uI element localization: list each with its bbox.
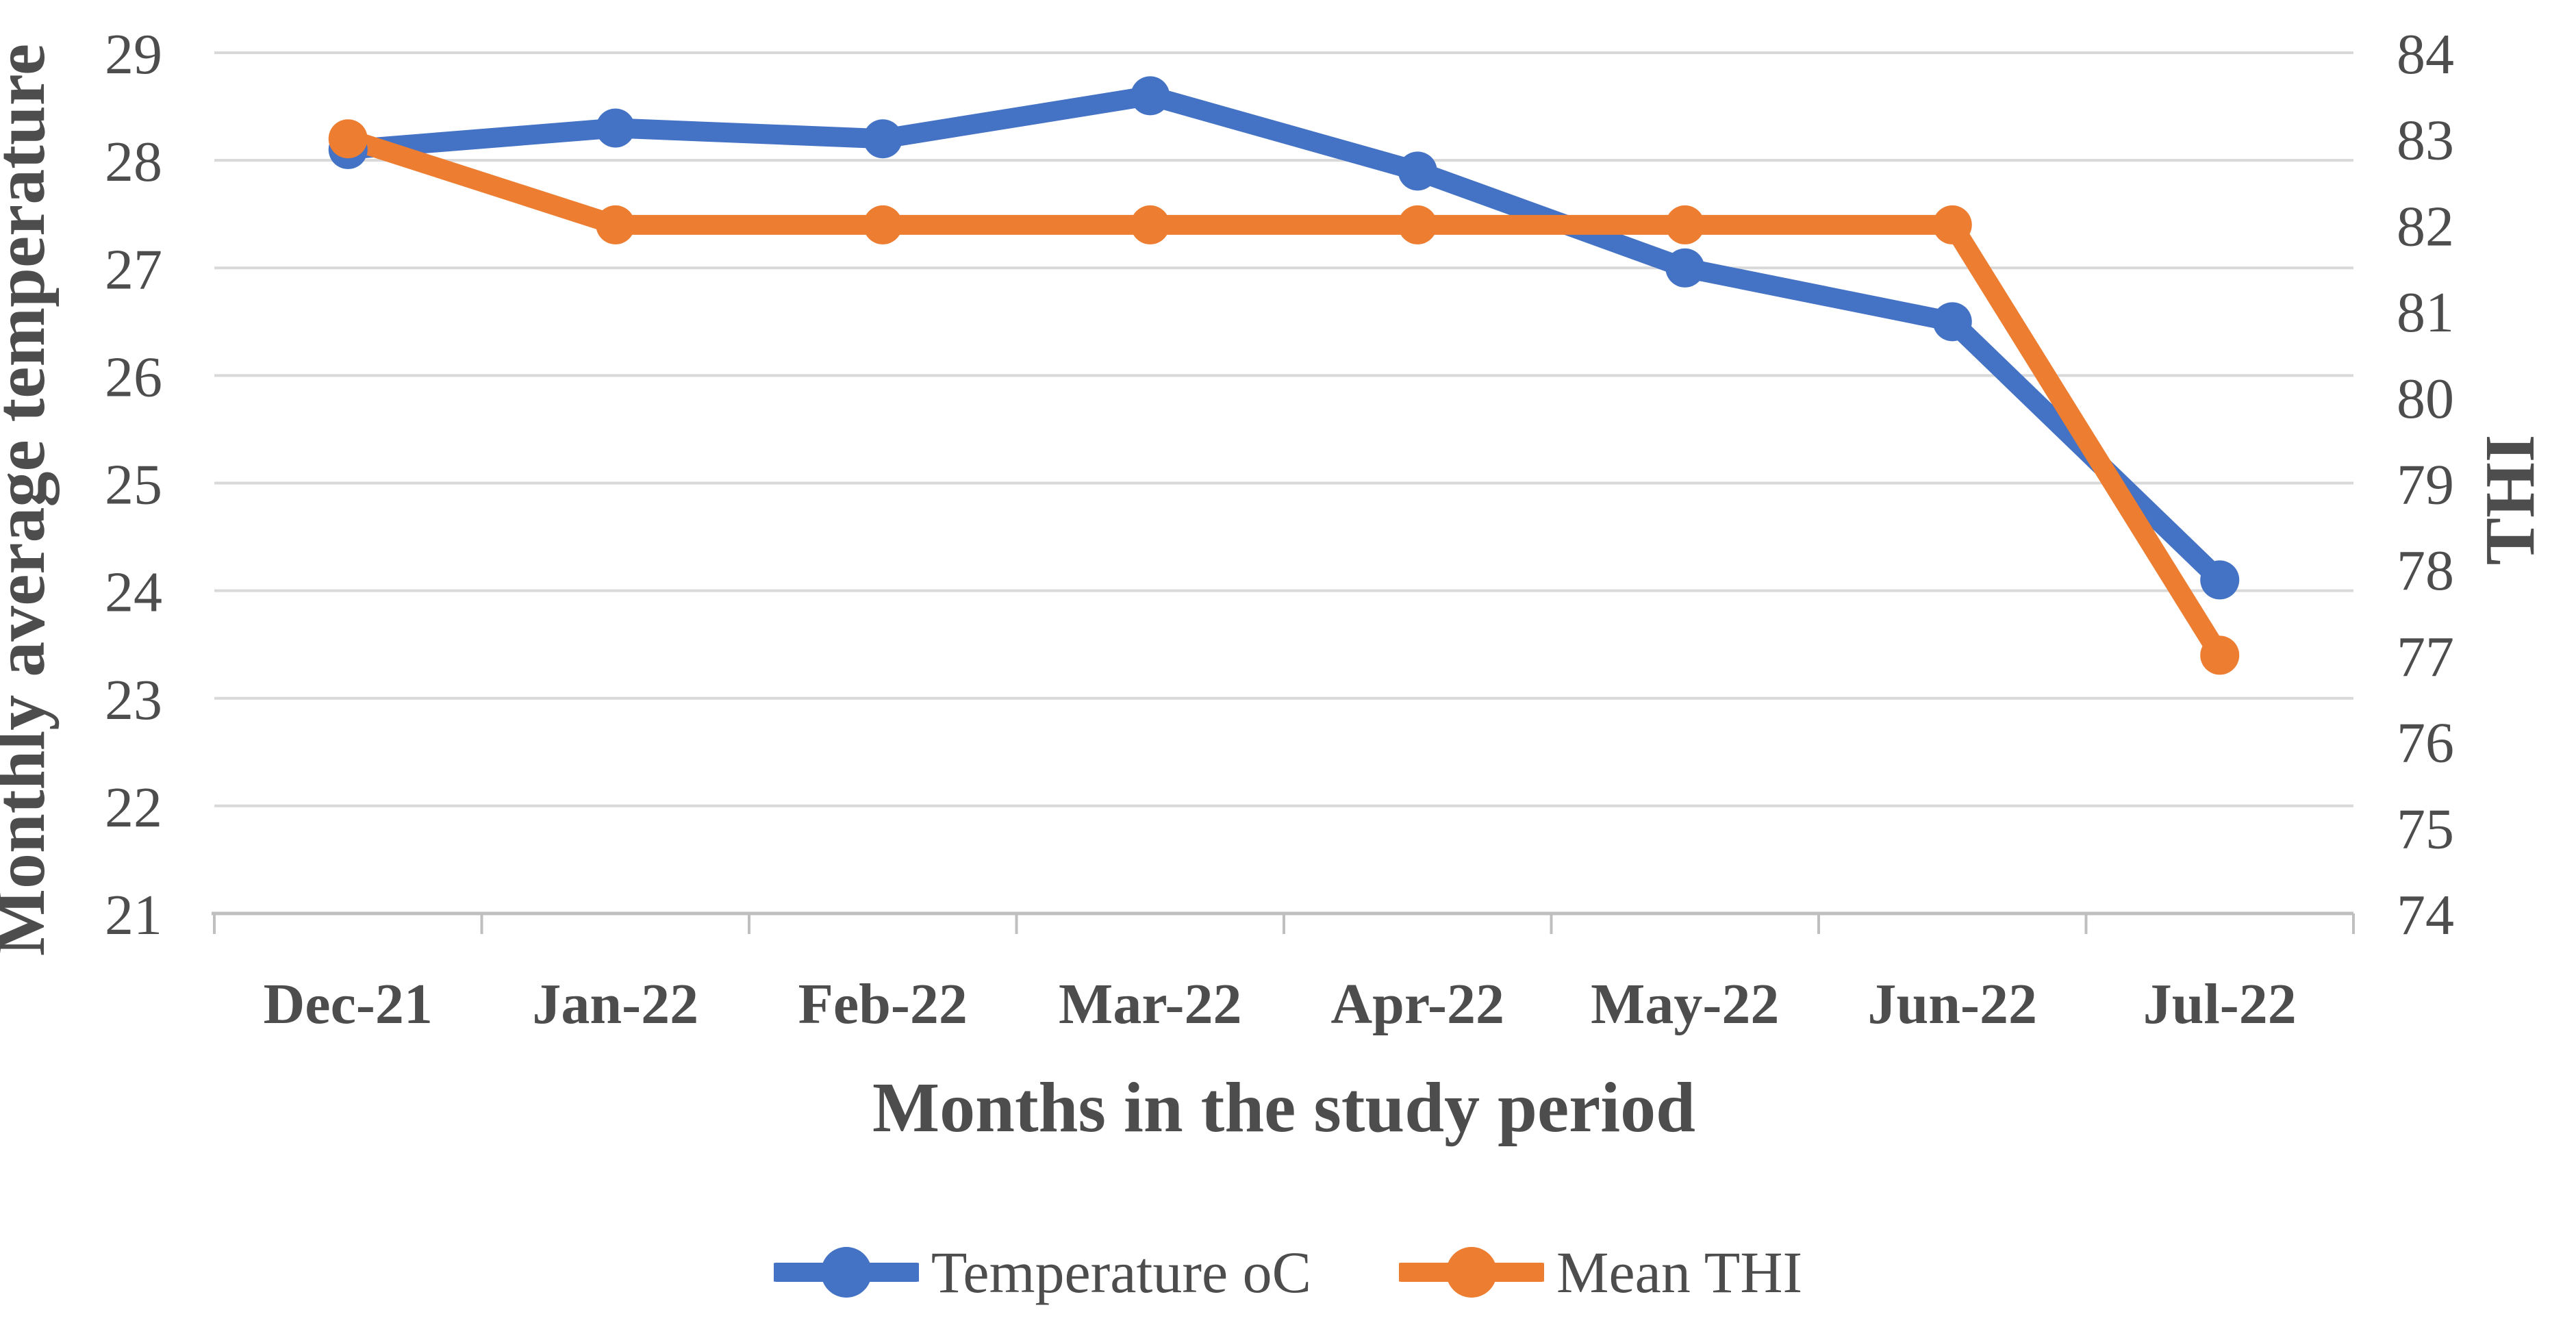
x-axis-tick-label: Feb-22 [798,972,968,1036]
x-axis-tick-label: Apr-22 [1330,972,1504,1036]
legend-label-mean-thi: Mean THI [1556,1239,1803,1305]
right-axis-tick-label: 81 [2397,281,2454,344]
right-axis-title: THI [2471,435,2549,566]
x-axis-tick-label: Dec-21 [264,972,433,1036]
left-axis-tick-label: 28 [105,130,162,194]
temperature-series-swatch-icon [773,1247,919,1298]
right-axis-tick-label: 84 [2397,23,2454,86]
mean-thi-series-swatch-icon [1399,1247,1545,1298]
legend-item-temperature: Temperature oC [773,1238,1312,1307]
mean-thi-marker [1665,205,1705,244]
temperature-marker [1398,151,1437,191]
temperature-marker [2200,560,2240,600]
right-axis-tick-label: 83 [2397,109,2454,173]
right-axis-tick-label: 75 [2397,797,2454,861]
left-axis-title: Monthly average temperature [0,44,60,956]
legend: Temperature oC Mean THI [0,1238,2576,1307]
left-axis-tick-label: 29 [105,23,162,86]
temperature-line [338,86,2230,590]
mean-thi-marker [1398,205,1437,244]
legend-item-mean-thi: Mean THI [1399,1238,1802,1307]
mean-thi-line [338,129,2230,666]
x-axis-tick-label: Jan-22 [532,972,698,1036]
left-axis-tick-label: 21 [105,883,162,947]
legend-marker-icon [1446,1247,1498,1298]
x-axis-tick-label: Jun-22 [1868,972,2037,1036]
left-axis-tick-label: 27 [105,238,162,301]
mean-thi-marker [1131,205,1170,244]
legend-marker-icon [820,1247,872,1298]
mean-thi-marker [596,205,635,244]
right-axis-tick-label: 74 [2397,883,2454,947]
mean-thi-marker [328,119,368,159]
right-axis-tick-label: 82 [2397,194,2454,258]
right-axis-tick-label: 80 [2397,367,2454,431]
temperature-marker [1131,76,1170,116]
left-axis-tick-label: 22 [105,776,162,840]
left-axis-tick-label: 23 [105,668,162,732]
temperature-marker [1932,302,1972,342]
x-axis-tick-label: Jul-22 [2143,972,2297,1036]
left-axis-tick-label: 26 [105,345,162,409]
mean-thi-marker [863,205,902,244]
temperature-marker [863,119,902,159]
left-axis-tick-label: 24 [105,561,162,624]
right-axis-tick-label: 79 [2397,453,2454,517]
temperature-marker [596,108,635,148]
left-axis-tick-label: 25 [105,453,162,517]
mean-thi-marker [1932,205,1972,244]
x-axis-tick-label: May-22 [1591,972,1779,1036]
right-axis-tick-label: 77 [2397,625,2454,689]
temperature-marker [1665,248,1705,288]
legend-label-temperature: Temperature oC [931,1239,1312,1305]
x-axis-title: Months in the study period [872,1068,1695,1147]
right-axis-tick-label: 76 [2397,711,2454,775]
x-axis-tick-label: Mar-22 [1059,972,1241,1036]
mean-thi-marker [2200,635,2240,675]
right-axis-tick-label: 78 [2397,539,2454,603]
